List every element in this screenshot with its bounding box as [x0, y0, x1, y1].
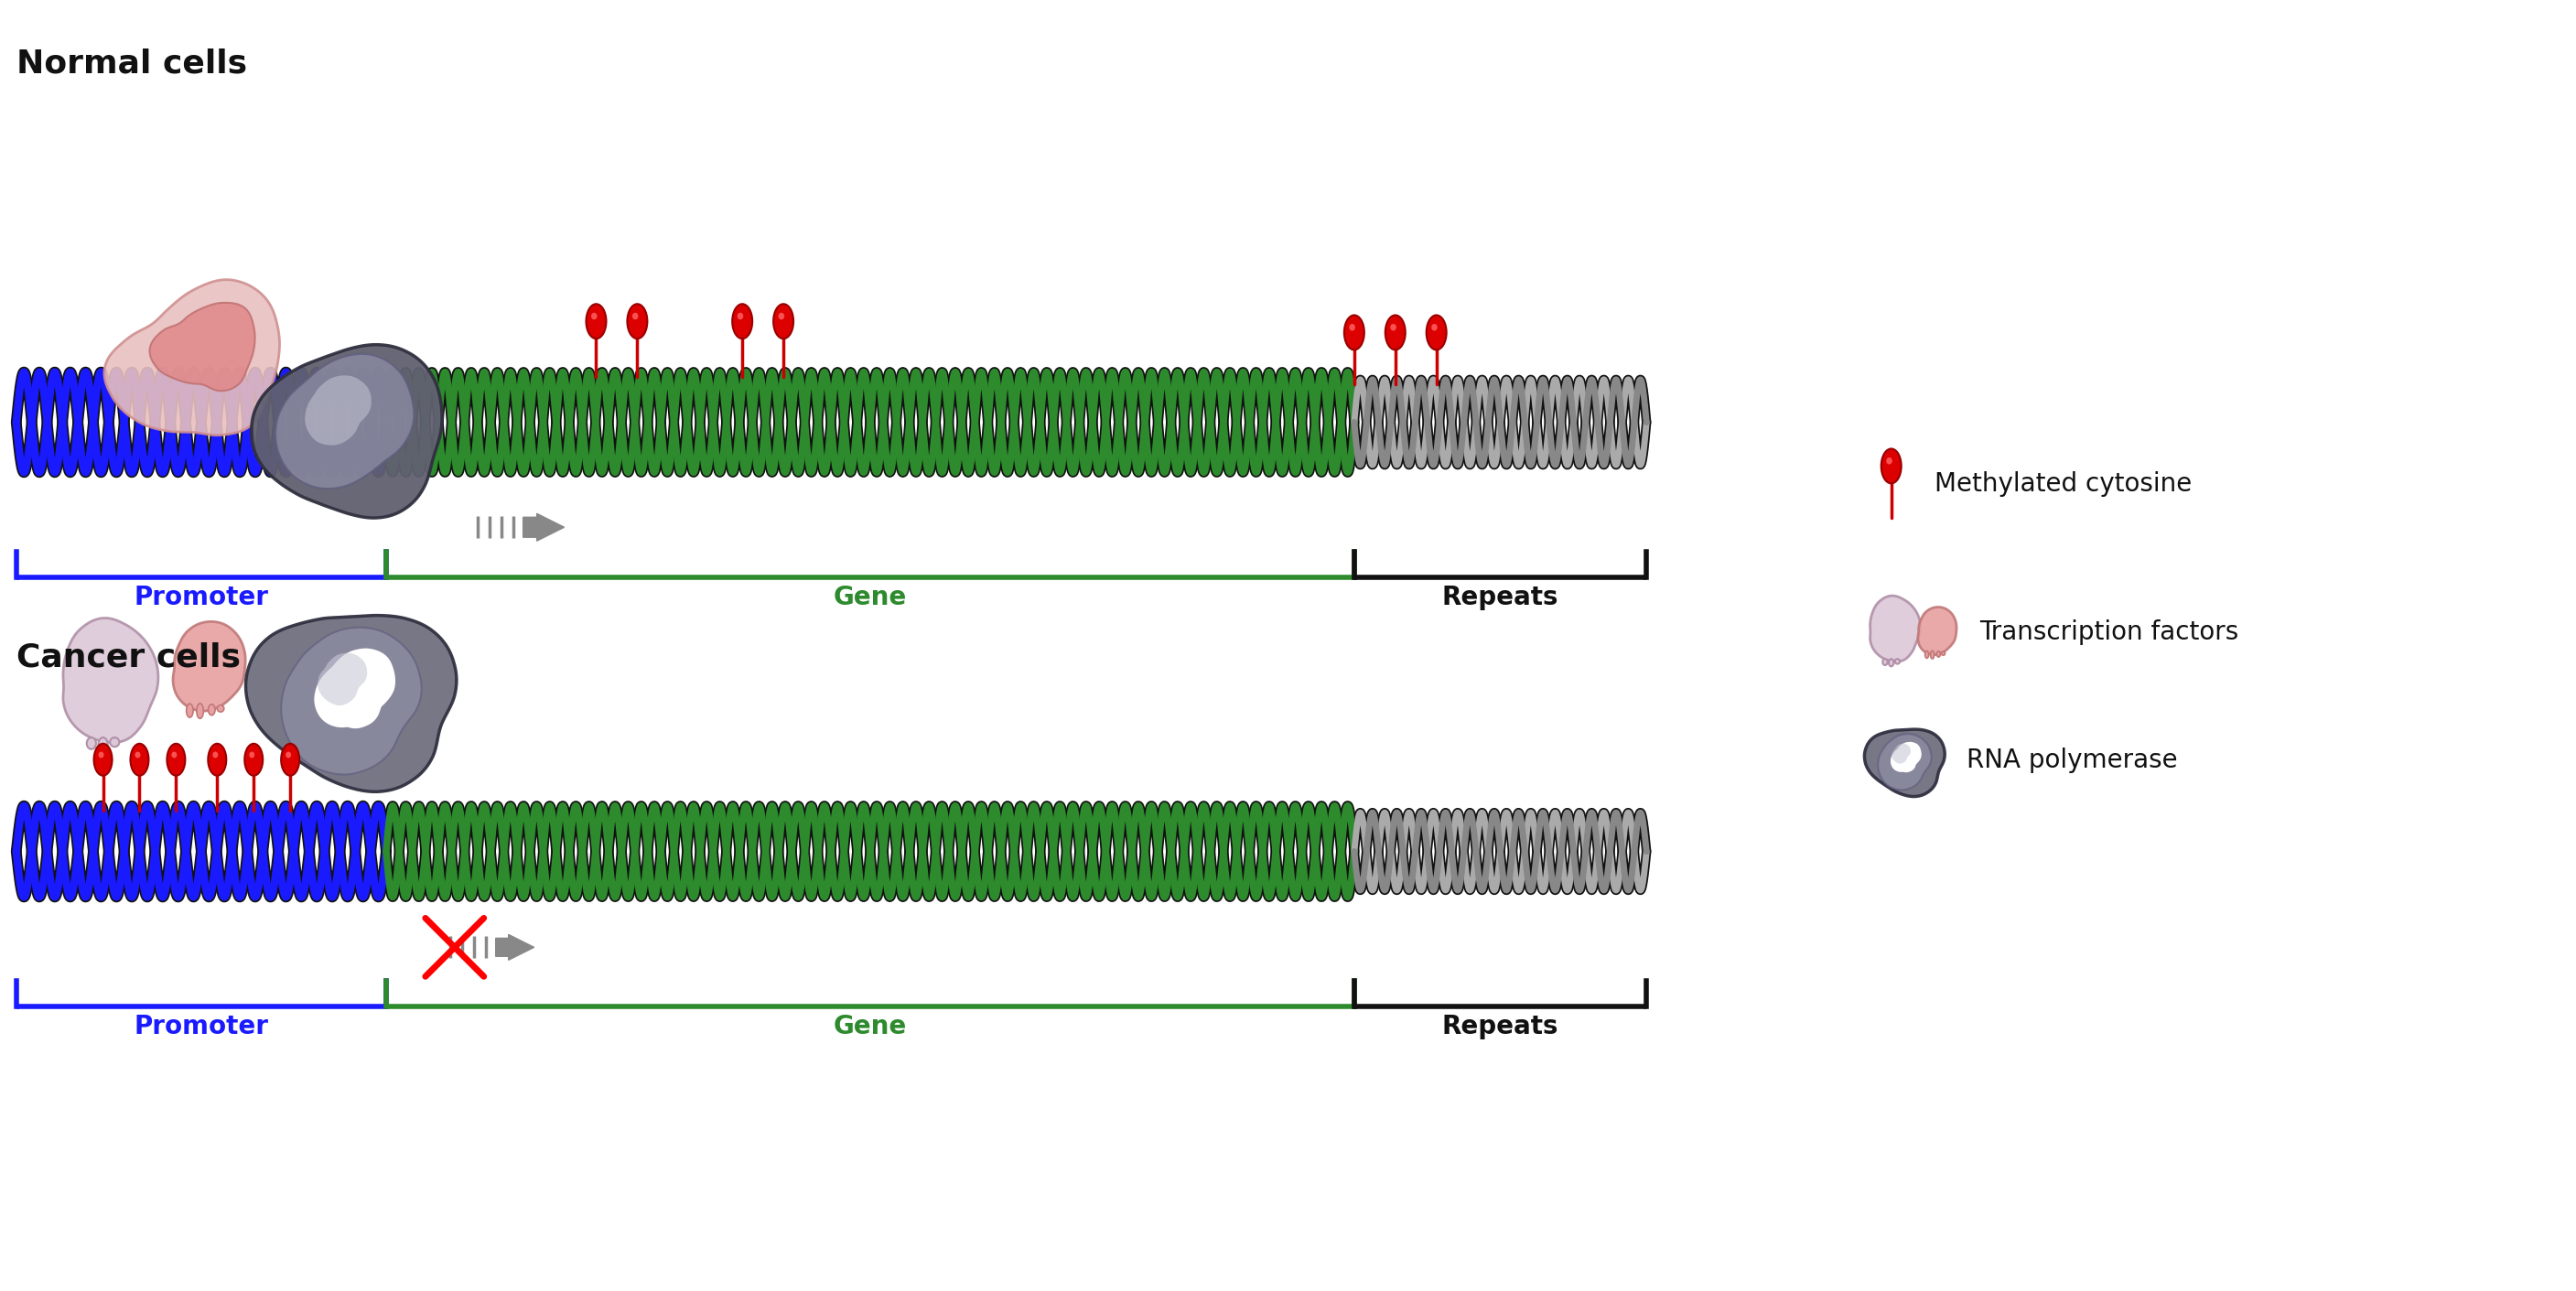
- Polygon shape: [281, 627, 422, 775]
- Ellipse shape: [1929, 651, 1935, 658]
- Text: Normal cells: Normal cells: [15, 48, 247, 79]
- Ellipse shape: [1937, 651, 1940, 657]
- Polygon shape: [1891, 744, 1911, 764]
- Ellipse shape: [737, 312, 744, 320]
- Polygon shape: [1870, 595, 1922, 661]
- Ellipse shape: [245, 744, 263, 776]
- Text: Transcription factors: Transcription factors: [1981, 620, 2239, 646]
- Ellipse shape: [631, 312, 639, 320]
- Ellipse shape: [216, 705, 224, 711]
- Polygon shape: [173, 621, 245, 711]
- Ellipse shape: [1427, 315, 1448, 350]
- Polygon shape: [245, 616, 456, 791]
- Text: Cancer cells: Cancer cells: [15, 642, 240, 673]
- Ellipse shape: [1888, 658, 1893, 666]
- Text: Methylated cytosine: Methylated cytosine: [1935, 471, 2192, 497]
- Ellipse shape: [732, 303, 752, 338]
- Ellipse shape: [587, 303, 605, 338]
- Ellipse shape: [134, 751, 142, 758]
- Polygon shape: [103, 280, 281, 435]
- Ellipse shape: [1942, 652, 1945, 656]
- Polygon shape: [304, 376, 371, 445]
- Polygon shape: [149, 303, 255, 391]
- Polygon shape: [327, 649, 392, 728]
- Text: Gene: Gene: [835, 585, 907, 611]
- Polygon shape: [1891, 742, 1922, 772]
- Ellipse shape: [281, 744, 299, 776]
- Ellipse shape: [773, 303, 793, 338]
- Ellipse shape: [286, 751, 291, 758]
- Ellipse shape: [209, 744, 227, 776]
- Ellipse shape: [1386, 315, 1406, 350]
- Ellipse shape: [214, 751, 219, 758]
- Ellipse shape: [173, 751, 178, 758]
- Polygon shape: [1896, 742, 1919, 772]
- Polygon shape: [252, 345, 443, 518]
- Text: RNA polymerase: RNA polymerase: [1965, 747, 2177, 773]
- Ellipse shape: [1350, 324, 1355, 330]
- Ellipse shape: [1886, 457, 1893, 465]
- Text: Gene: Gene: [835, 1013, 907, 1039]
- FancyArrow shape: [523, 514, 564, 541]
- Ellipse shape: [1883, 658, 1888, 665]
- Ellipse shape: [1880, 449, 1901, 483]
- Polygon shape: [1865, 729, 1945, 797]
- Ellipse shape: [778, 312, 786, 320]
- Polygon shape: [314, 648, 394, 728]
- Polygon shape: [317, 653, 368, 705]
- Ellipse shape: [111, 737, 118, 746]
- Polygon shape: [1878, 735, 1932, 790]
- Ellipse shape: [196, 704, 204, 719]
- Polygon shape: [1919, 607, 1958, 655]
- Ellipse shape: [1345, 315, 1365, 350]
- FancyArrow shape: [495, 935, 533, 961]
- Ellipse shape: [590, 312, 598, 320]
- Ellipse shape: [1391, 324, 1396, 330]
- Ellipse shape: [209, 705, 216, 715]
- Ellipse shape: [250, 751, 255, 758]
- Ellipse shape: [1432, 324, 1437, 330]
- Ellipse shape: [1896, 658, 1901, 664]
- Ellipse shape: [131, 744, 149, 776]
- Ellipse shape: [626, 303, 647, 338]
- Ellipse shape: [93, 744, 113, 776]
- Polygon shape: [62, 618, 157, 742]
- Text: Promoter: Promoter: [134, 585, 268, 611]
- Ellipse shape: [167, 744, 185, 776]
- Ellipse shape: [185, 704, 193, 718]
- Polygon shape: [276, 354, 415, 489]
- Ellipse shape: [1924, 651, 1929, 658]
- Text: Repeats: Repeats: [1443, 585, 1558, 611]
- Text: Repeats: Repeats: [1443, 1013, 1558, 1039]
- Ellipse shape: [98, 751, 103, 758]
- Text: Promoter: Promoter: [134, 1013, 268, 1039]
- Ellipse shape: [98, 737, 108, 751]
- Ellipse shape: [88, 737, 95, 749]
